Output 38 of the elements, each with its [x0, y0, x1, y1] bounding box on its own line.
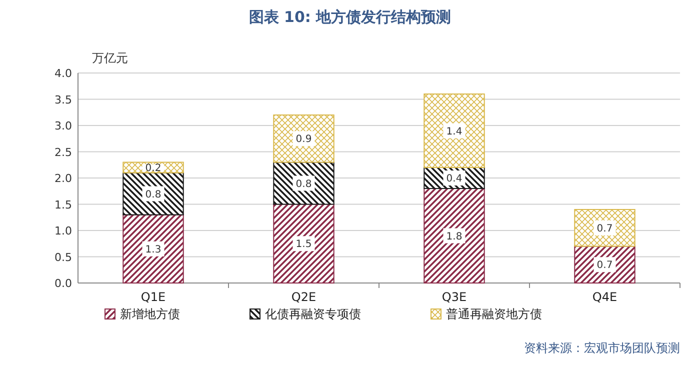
x-tick-label: Q1E [140, 290, 166, 304]
bar [122, 214, 184, 284]
bar [424, 94, 485, 168]
data-label: 1.4 [446, 126, 462, 138]
y-tick-label: 0.0 [54, 277, 72, 290]
y-tick-label: 1.5 [54, 198, 72, 212]
x-tick-label: Q2E [291, 290, 316, 304]
bar [424, 188, 485, 284]
y-tick-label: 3.5 [54, 93, 72, 106]
legend-label: 化债再融资专项债 [265, 307, 361, 321]
data-label: 0.7 [596, 260, 613, 272]
y-tick-label: 2.0 [54, 172, 72, 185]
data-label: 1.5 [296, 239, 312, 250]
x-tick-label: Q3E [442, 290, 467, 304]
text: 资料来源：宏观市场团队预测 [524, 341, 680, 355]
y-tick-label: 3.0 [54, 120, 72, 132]
bar [273, 162, 334, 205]
data-label: 1.3 [145, 244, 162, 256]
bar [122, 172, 184, 216]
bar [574, 209, 636, 247]
data-label: 0.8 [296, 178, 312, 190]
data-label: 0.8 [145, 189, 162, 200]
bar [273, 204, 334, 284]
y-tick-label: 4.0 [54, 67, 72, 80]
y-axis-title: 万亿元 [92, 51, 128, 65]
data-label: 0.2 [145, 163, 162, 174]
y-tick-label: 0.5 [54, 250, 72, 264]
x-tick-label: Q4E [592, 290, 618, 304]
data-label: 0.7 [596, 223, 613, 234]
data-label: 0.9 [296, 134, 312, 146]
y-tick-label: 2.5 [54, 146, 72, 159]
data-label: 0.4 [446, 174, 462, 184]
bar [273, 114, 334, 163]
chart-title: 图表 10: 地方债发行结构预测 [248, 8, 452, 26]
legend-label: 新增地方债 [120, 307, 180, 321]
legend-label: 普通再融资地方债 [446, 307, 542, 321]
y-tick-label: 1.0 [54, 224, 72, 238]
data-label: 1.8 [446, 231, 462, 242]
